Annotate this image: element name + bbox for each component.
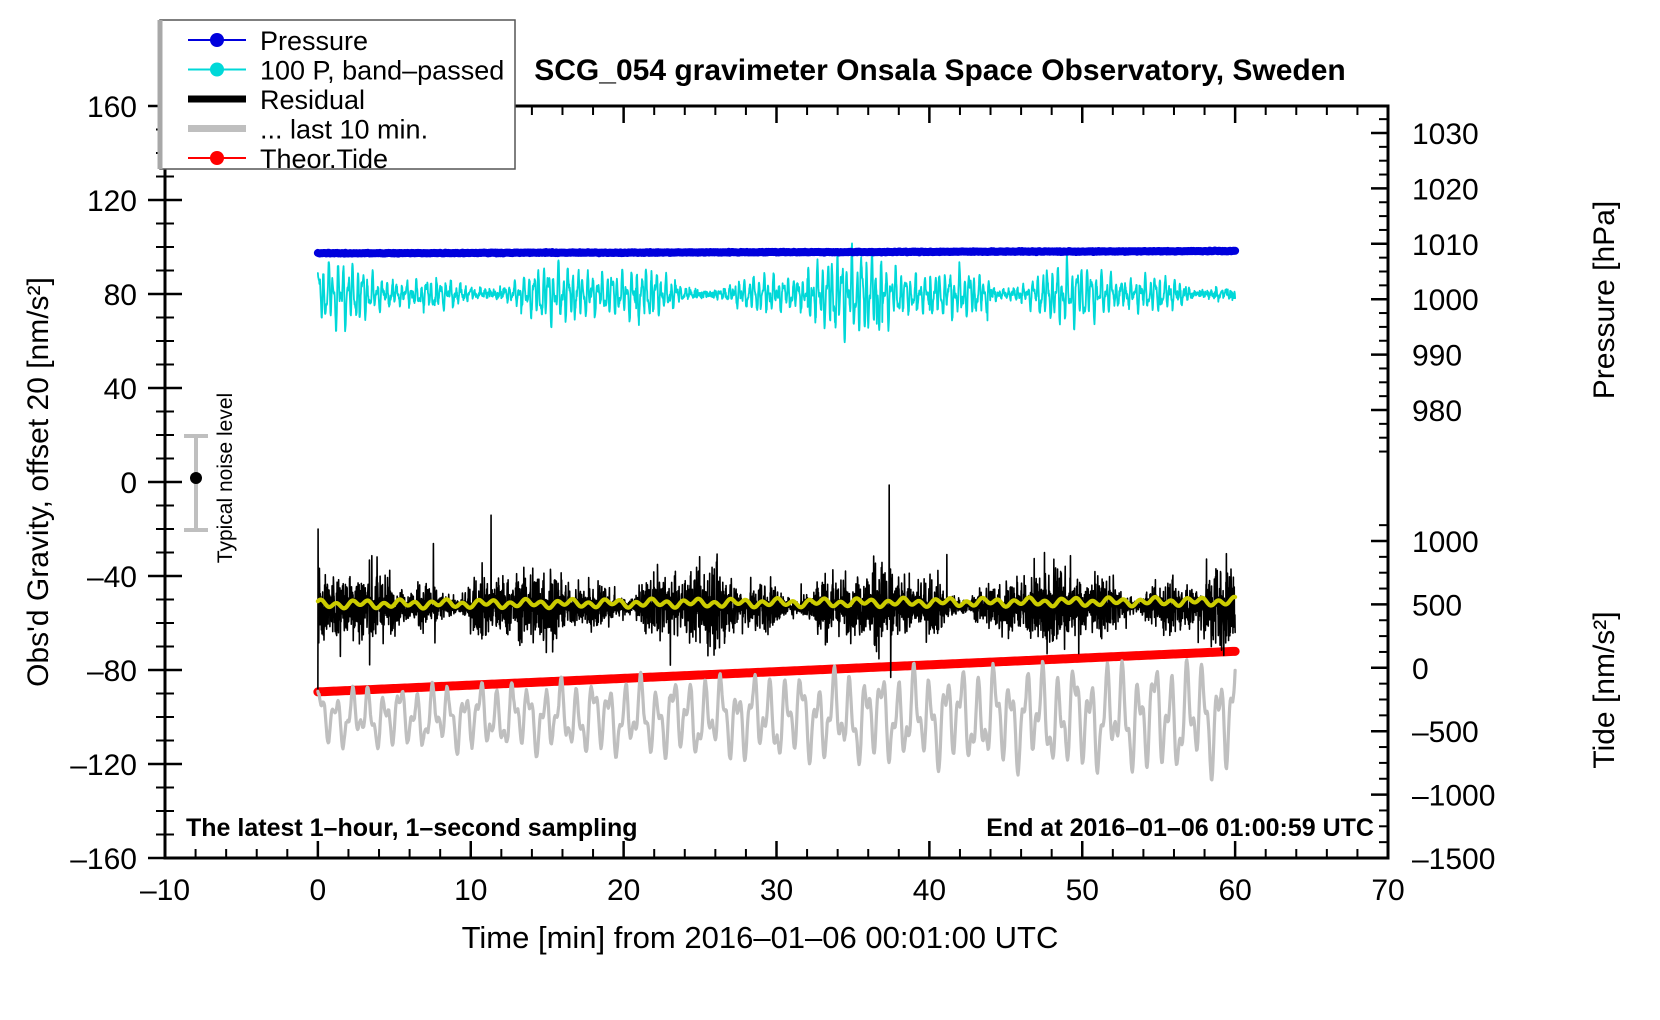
trace-theoretical-tide bbox=[313, 646, 1240, 697]
legend-swatch-dot bbox=[210, 33, 224, 47]
data-traces bbox=[313, 242, 1240, 782]
y-tick-label: –80 bbox=[87, 655, 137, 688]
legend-item-label: Pressure bbox=[260, 26, 368, 56]
x-tick-label: 0 bbox=[310, 874, 327, 907]
y-axis-title: Obs'd Gravity, offset 20 [nm/s²] bbox=[22, 277, 55, 687]
x-tick-label: 10 bbox=[454, 874, 487, 907]
tide-tick-label: –1000 bbox=[1412, 780, 1495, 813]
legend-item-2[interactable]: 100 P, band–passed bbox=[188, 56, 504, 86]
legend-swatch-dot bbox=[210, 62, 224, 77]
y-tick-label: 160 bbox=[87, 91, 137, 124]
legend-item-5[interactable]: Theor.Tide bbox=[188, 144, 388, 174]
legend-item-1[interactable]: Pressure bbox=[188, 26, 368, 56]
typical-noise-level-label: Typical noise level bbox=[214, 393, 237, 563]
y-tick-label: 80 bbox=[104, 279, 137, 312]
legend-item-label: 100 P, band–passed bbox=[260, 56, 504, 86]
y-tick-label: –160 bbox=[70, 843, 137, 876]
pressure-tick-label: 1020 bbox=[1412, 173, 1479, 206]
x-tick-label: 20 bbox=[607, 874, 640, 907]
pressure-tick-label: 1010 bbox=[1412, 229, 1479, 262]
y-tick-label: 120 bbox=[87, 185, 137, 218]
trace-smoothed-residual bbox=[315, 594, 1238, 611]
tide-tick-label: 500 bbox=[1412, 589, 1462, 622]
y-tick-label: 40 bbox=[104, 373, 137, 406]
trace-band-passed-pressure bbox=[316, 242, 1237, 344]
tide-tick-label: –1500 bbox=[1412, 843, 1495, 876]
x-tick-label: 70 bbox=[1371, 874, 1404, 907]
legend-item-label: Residual bbox=[260, 85, 365, 115]
legend-item-3[interactable]: Residual bbox=[188, 85, 365, 115]
legend-item-4[interactable]: ... last 10 min. bbox=[188, 115, 428, 145]
legend-item-label: ... last 10 min. bbox=[260, 115, 428, 145]
tide-tick-label: 0 bbox=[1412, 653, 1429, 686]
tide-tick-label: –500 bbox=[1412, 716, 1479, 749]
x-axis-title: Time [min] from 2016–01–06 00:01:00 UTC bbox=[462, 920, 1059, 955]
pressure-axis-title: Pressure [hPa] bbox=[1588, 201, 1621, 399]
x-tick-label: 60 bbox=[1218, 874, 1251, 907]
pressure-tick-label: 980 bbox=[1412, 395, 1462, 428]
y-tick-label: –120 bbox=[70, 749, 137, 782]
footer-right-note: End at 2016–01–06 01:00:59 UTC bbox=[986, 814, 1374, 842]
x-tick-label: 30 bbox=[760, 874, 793, 907]
pressure-tick-label: 1000 bbox=[1412, 284, 1479, 317]
trace-last-10-min bbox=[316, 658, 1237, 782]
x-tick-label: 50 bbox=[1066, 874, 1099, 907]
noise-level-dot bbox=[190, 472, 202, 484]
footer-left-note: The latest 1–hour, 1–second sampling bbox=[186, 814, 638, 842]
x-tick-label: 40 bbox=[913, 874, 946, 907]
x-tick-label: –10 bbox=[140, 874, 190, 907]
typical-noise-level-annotation: Typical noise level bbox=[184, 393, 237, 563]
axis-tick-labels: –10 0 10 20 30 40 50 60 7016012080400–40–80–120–… bbox=[70, 91, 1495, 907]
tide-tick-label: 1000 bbox=[1412, 526, 1479, 559]
chart-title: SCG_054 gravimeter Onsala Space Observat… bbox=[534, 54, 1346, 87]
trace-pressure bbox=[313, 246, 1240, 258]
tide-axis-title: Tide [nm/s²] bbox=[1588, 611, 1621, 768]
pressure-tick-label: 1030 bbox=[1412, 118, 1479, 151]
legend-item-label: Theor.Tide bbox=[260, 144, 388, 174]
legend-swatch-dot bbox=[210, 151, 224, 165]
y-tick-label: –40 bbox=[87, 561, 137, 594]
pressure-tick-label: 990 bbox=[1412, 340, 1462, 373]
y-tick-label: 0 bbox=[120, 467, 137, 500]
